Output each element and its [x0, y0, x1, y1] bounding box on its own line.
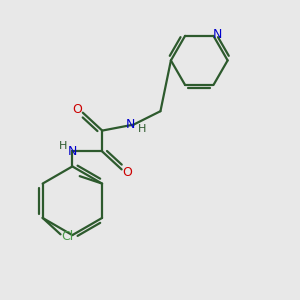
Text: N: N [126, 118, 135, 131]
Text: H: H [59, 141, 68, 151]
Text: O: O [122, 166, 132, 179]
Text: H: H [138, 124, 146, 134]
Text: Cl: Cl [61, 230, 73, 243]
Text: N: N [68, 145, 77, 158]
Text: N: N [212, 28, 222, 41]
Text: O: O [73, 103, 82, 116]
